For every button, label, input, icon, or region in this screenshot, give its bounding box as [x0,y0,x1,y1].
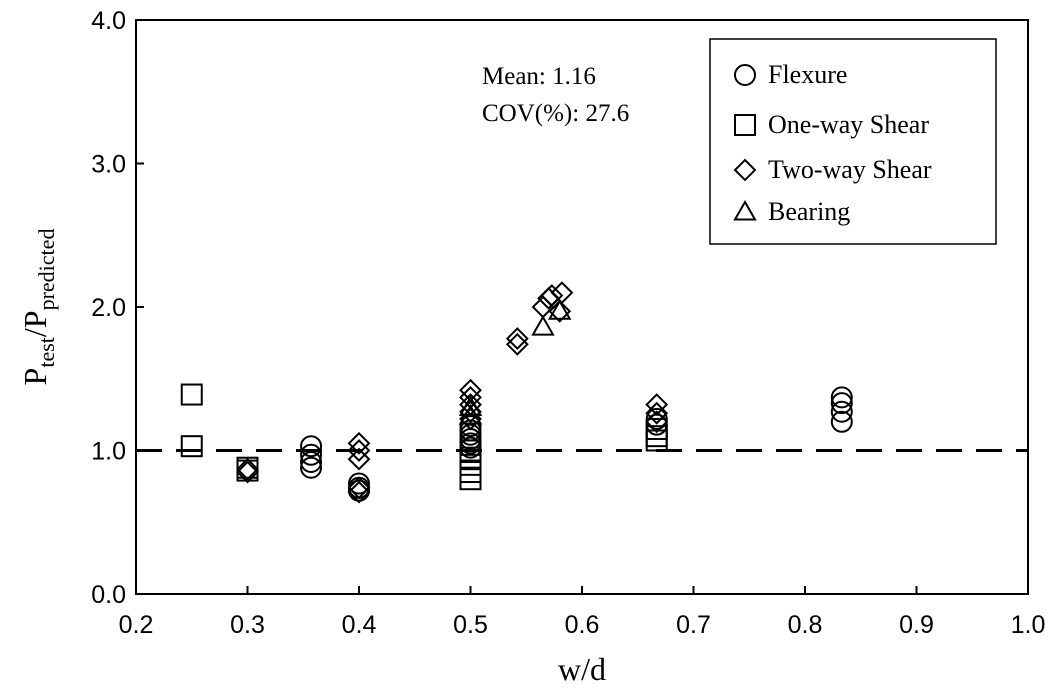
data-point-diamond [236,460,259,484]
data-point-diamond [548,299,572,323]
series-flexure [300,386,853,502]
data-point-triangle [547,299,572,320]
y-tick-label: 2.0 [91,294,126,322]
data-point-circle [830,392,853,415]
data-point-diamond [347,431,371,455]
data-point-triangle [531,315,555,336]
legend-marker-diamond [733,158,757,182]
annotation-mean: Mean: 1.16 [482,63,596,90]
y-axis-title: Ptest/Ppredicted [17,229,59,386]
legend: Flexure One-way Shear Two-way Shear Bearing [709,38,997,245]
data-point-diamond [645,393,669,416]
data-point-diamond [347,476,371,500]
legend-label: Flexure [768,60,847,89]
y-axis-title-sep: /P [17,310,53,337]
data-point-diamond [347,480,371,504]
data-point-diamond [645,410,669,434]
data-point-square [180,435,203,458]
y-axis-ticks: 0.0 1.0 2.0 3.0 4.0 [91,7,144,609]
data-point-diamond [505,332,529,356]
legend-marker-circle [734,64,756,86]
data-point-diamond [459,378,482,402]
data-point-diamond [540,284,564,307]
y-axis-title-sub-predicted: predicted [34,229,59,311]
series-bearing [458,299,572,425]
data-point-square [645,429,668,452]
data-point-diamond [236,457,259,481]
data-point-circle [300,443,323,466]
y-tick-label: 1.0 [91,438,126,466]
y-tick-label: 0.0 [91,581,126,609]
data-point-circle [830,386,853,409]
data-point-circle [348,479,370,502]
data-point-circle [300,450,323,473]
data-point-square [459,468,482,491]
y-axis-title-sub-test: test [34,337,59,368]
legend-marker-square [734,114,756,136]
data-markers [180,281,853,504]
x-tick-label: 0.7 [676,611,711,639]
data-point-diamond [347,447,371,471]
x-axis-ticks: 0.2 0.3 0.4 0.5 0.6 0.7 0.8 0.9 1.0 [119,586,1046,639]
data-point-square [459,461,482,484]
y-tick-label: 4.0 [91,7,126,35]
data-point-triangle [458,404,483,425]
legend-marker-triangle [733,199,757,221]
x-tick-label: 1.0 [1011,611,1046,639]
data-point-diamond [645,401,669,425]
legend-label: Bearing [768,197,850,226]
data-point-circle [300,435,323,458]
x-tick-label: 0.2 [119,611,154,639]
data-point-diamond [550,281,574,305]
annotation-cov: COV(%): 27.6 [482,100,629,127]
x-tick-label: 0.6 [565,611,600,639]
data-point-diamond [347,439,371,462]
y-axis-title-main: P [17,368,53,386]
data-point-circle [830,400,853,423]
y-tick-label: 3.0 [91,151,126,179]
x-tick-label: 0.8 [788,611,823,639]
legend-box [709,38,997,245]
legend-label: Two-way Shear [768,155,932,184]
data-point-circle [459,428,482,451]
data-point-square [180,383,203,406]
data-point-circle [830,410,853,433]
x-axis-title: w/d [558,651,606,687]
x-tick-label: 0.9 [899,611,934,639]
x-tick-label: 0.3 [230,611,265,639]
x-tick-label: 0.5 [453,611,488,639]
data-point-square [236,459,259,482]
x-tick-label: 0.4 [342,611,377,639]
data-point-diamond [505,327,529,350]
legend-label: One-way Shear [768,110,929,139]
data-point-circle [300,456,323,479]
data-point-triangle [458,395,483,416]
